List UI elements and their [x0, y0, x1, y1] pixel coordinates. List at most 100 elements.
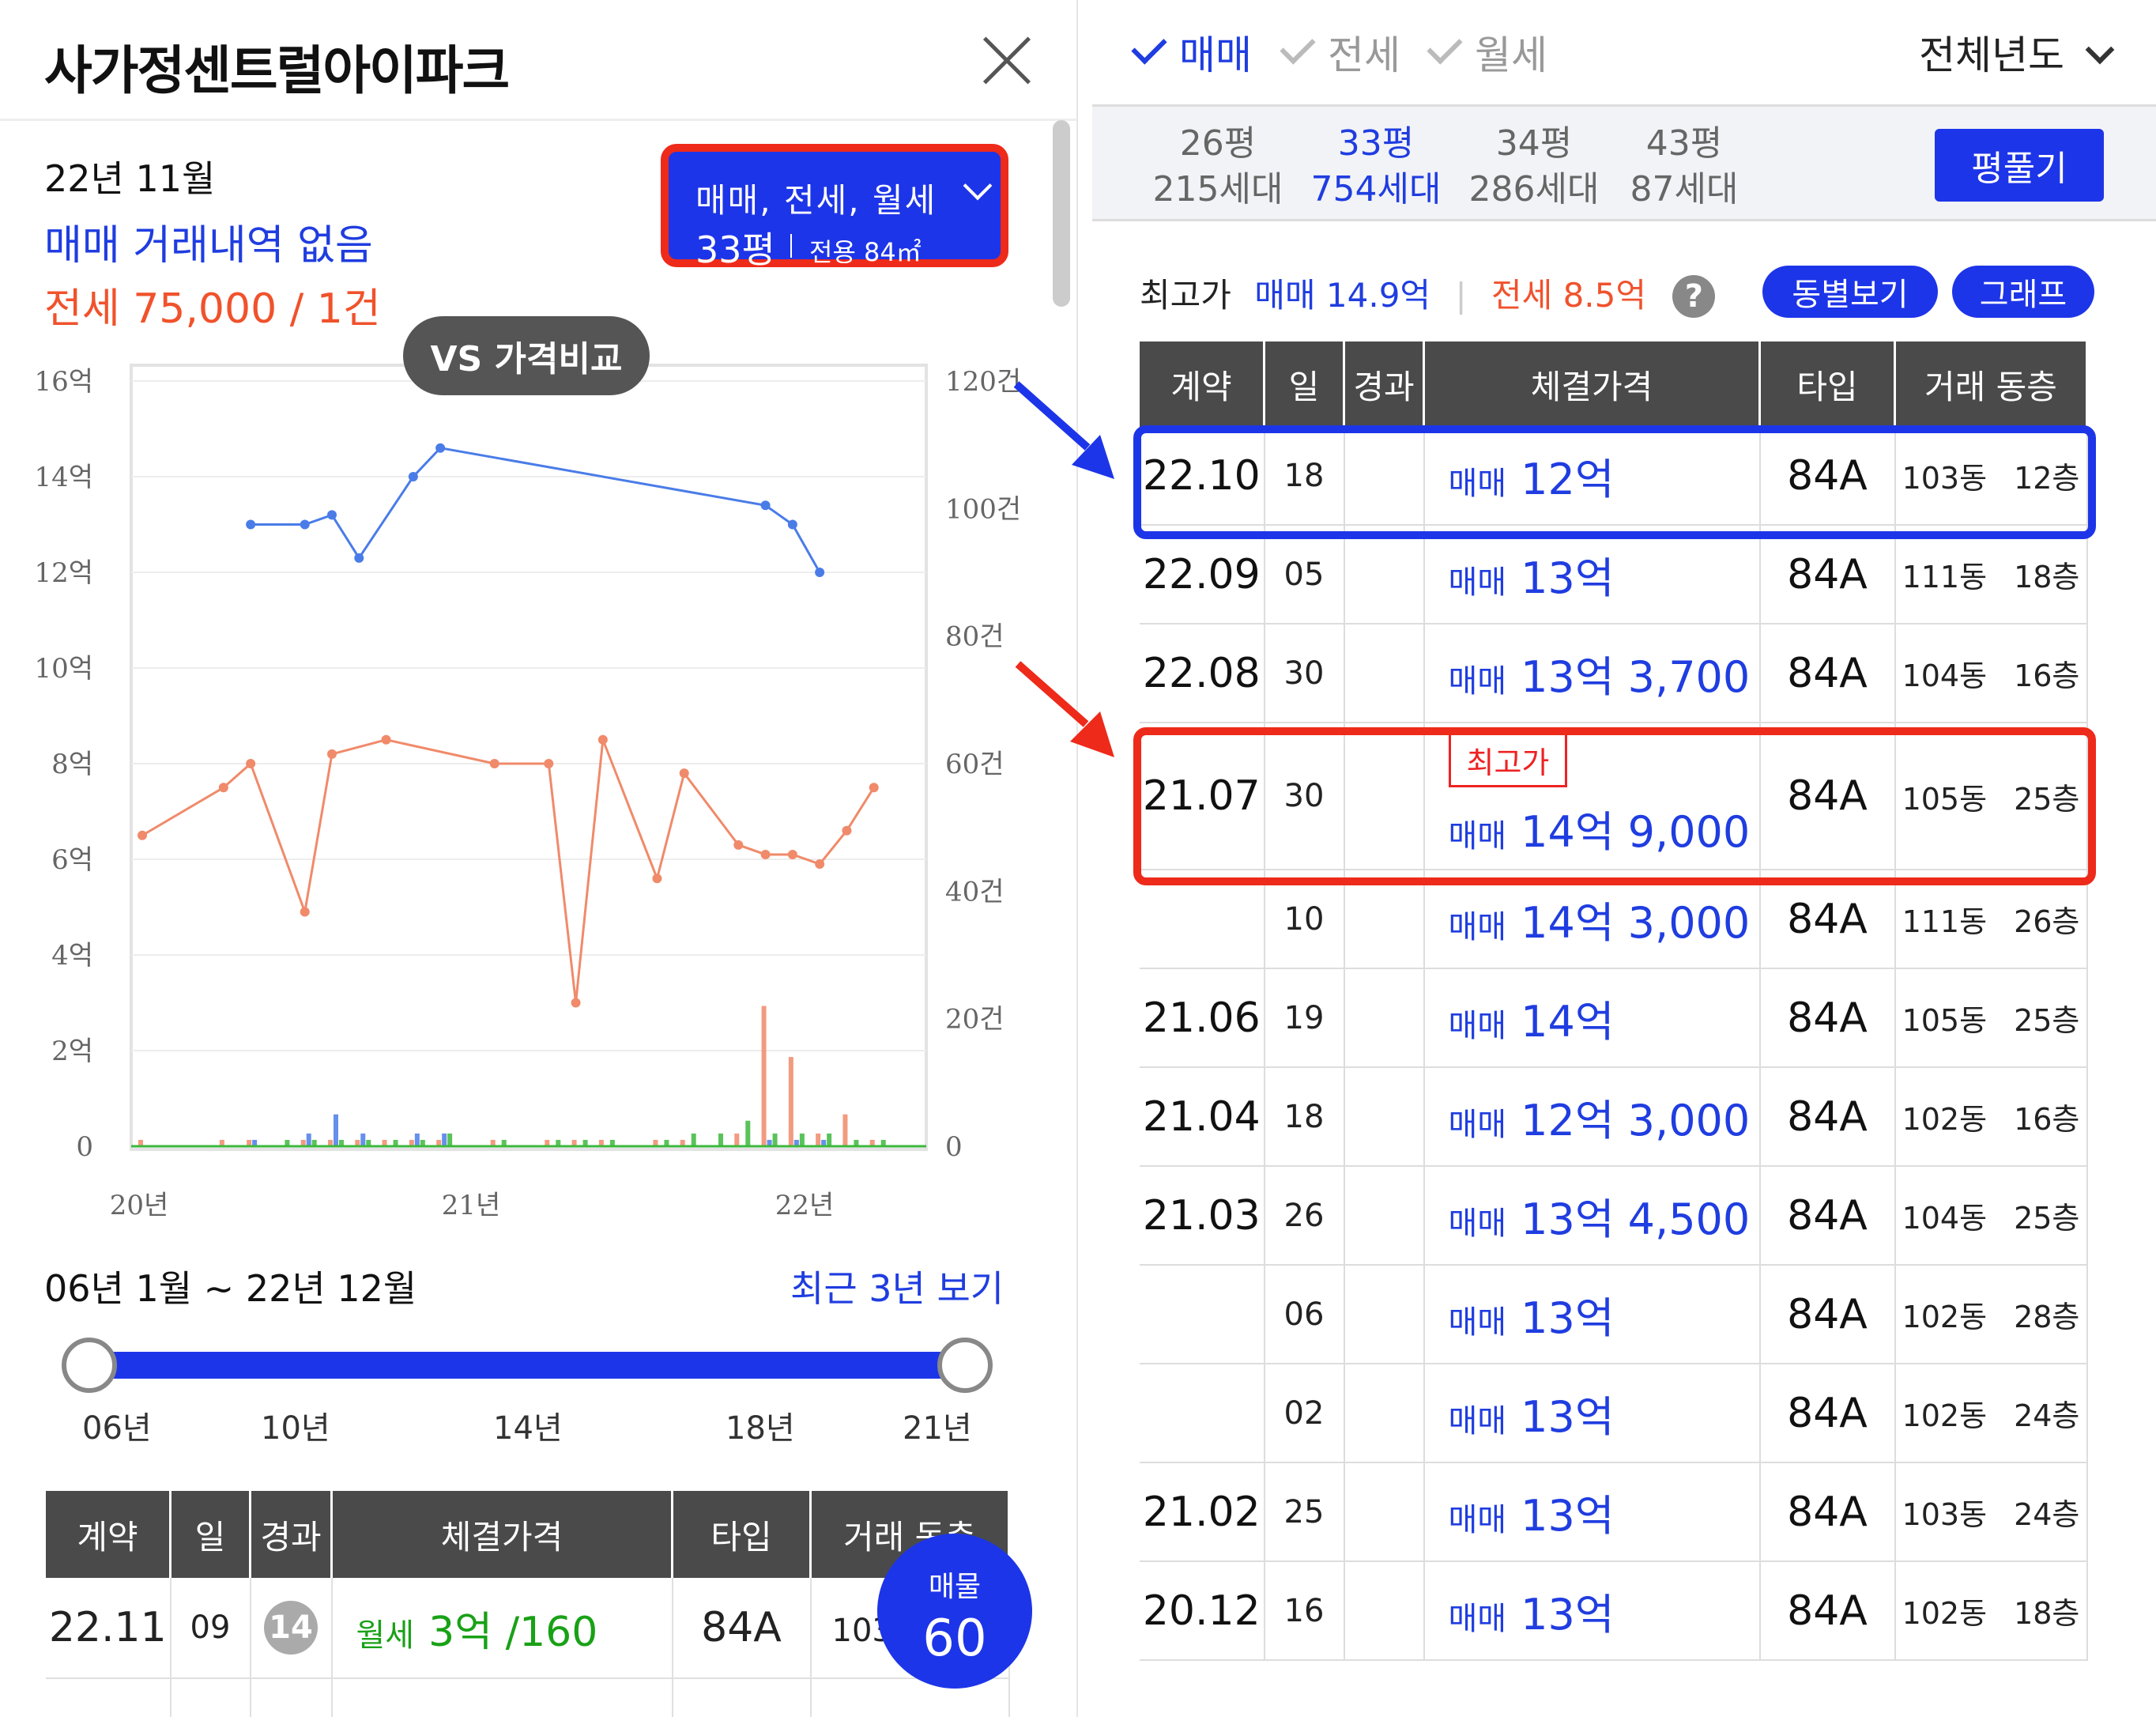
volume-bar: [328, 1139, 333, 1146]
row-ym: 22.10: [1140, 427, 1265, 526]
row-floor: 26층: [2014, 904, 2080, 939]
row-ym: [1140, 1265, 1265, 1364]
size-option-43[interactable]: 43평 87세대: [1601, 121, 1767, 213]
vs-compare-button[interactable]: VS 가격비교: [403, 316, 650, 395]
row-ym: [1140, 870, 1265, 969]
col-type: 타입: [1759, 342, 1896, 427]
listings-label: 매물: [928, 1571, 982, 1603]
chevron-down-icon: [2085, 35, 2115, 65]
series-point: [300, 907, 310, 917]
tab-sale[interactable]: 매매: [1131, 24, 1252, 81]
row-day: 05: [1264, 525, 1345, 625]
max-label: 최고가: [1140, 276, 1231, 315]
recent-3y-link[interactable]: 최근 3년 보기: [790, 1267, 1004, 1310]
row-dong-floor: 103동 24층: [1894, 1462, 2088, 1562]
series-point: [354, 553, 364, 563]
row-dong-floor: 102동 18층: [1894, 1561, 2088, 1661]
filter-dropdown[interactable]: 매매, 전세, 월세 33평 전용 84㎡: [661, 144, 1008, 271]
row-day: 25: [1264, 1462, 1345, 1562]
series-point: [597, 734, 608, 745]
row-elapsed: [1344, 870, 1425, 969]
row-price: 매매 14억 3,000: [1423, 870, 1761, 969]
y-right-tick: 60건: [945, 749, 1004, 780]
table-row[interactable]: 21.04 18 매매 12억 3,000 84A 102동 16층: [1140, 1067, 2088, 1167]
table-row[interactable]: 02 매매 13억 84A 102동 24층: [1140, 1364, 2088, 1463]
tab-monthly[interactable]: 월세: [1427, 24, 1547, 81]
range-slider-track[interactable]: [92, 1352, 966, 1379]
size-option-26[interactable]: 26평 215세대: [1135, 121, 1301, 213]
table-row[interactable]: 20.12 16 매매 13억 84A 102동 18층: [1140, 1561, 2088, 1661]
series-point: [246, 759, 256, 768]
row-dong-floor: 102동 24층: [1894, 1364, 2088, 1463]
row-day: 18: [1264, 1067, 1345, 1167]
range-slider-start-handle[interactable]: [62, 1338, 117, 1393]
row-price: 매매 12억: [1423, 427, 1761, 526]
col-dong-floor: 거래 동층: [1894, 342, 2088, 427]
volume-bar: [334, 1114, 338, 1146]
col-day: 일: [170, 1491, 251, 1578]
y-right-tick: 100건: [945, 493, 1021, 525]
table-row[interactable]: 22.10 18 매매 12억 84A 103동 12층: [1140, 427, 2088, 526]
volume-bar: [821, 1139, 827, 1146]
deal-kind: 매매: [1448, 818, 1507, 855]
col-elapsed: 경과: [250, 1491, 333, 1578]
volume-bar: [420, 1139, 425, 1146]
table-row[interactable]: 22.09 05 매매 13억 84A 111동 18층: [1140, 525, 2088, 625]
table-row[interactable]: 21.07 30 최고가 매매 14억 9,000 84A 105동 25층: [1140, 723, 2088, 870]
y-right-tick: 20건: [945, 1004, 1004, 1036]
row-type: 84A: [1759, 427, 1896, 526]
tab-jeonse[interactable]: 전세: [1280, 24, 1400, 81]
row-elapsed: [1344, 624, 1425, 723]
year-select[interactable]: 전체년도: [1919, 32, 2064, 78]
close-icon[interactable]: [980, 33, 1032, 85]
table-row[interactable]: 22.08 30 매매 13억 3,700 84A 104동 16층: [1140, 624, 2088, 723]
deal-price: 14억: [1521, 997, 1615, 1047]
dong-view-button[interactable]: 동별보기: [1762, 266, 1938, 318]
row-floor: 24층: [2014, 1497, 2080, 1532]
volume-bar: [311, 1139, 317, 1146]
y-left-tick: 8억: [51, 749, 93, 780]
y-left-tick: 0: [76, 1131, 93, 1163]
volume-bar: [718, 1133, 723, 1146]
y-right-tick: 0: [945, 1131, 963, 1163]
row-ym: 21.02: [1140, 1462, 1265, 1562]
table-row[interactable]: 10 매매 14억 3,000 84A 111동 26층: [1140, 870, 2088, 969]
table-row[interactable]: 21.06 19 매매 14억 84A 105동 25층: [1140, 968, 2088, 1068]
table-row[interactable]: 21.03 26 매매 13억 4,500 84A 104동 25층: [1140, 1166, 2088, 1266]
volume-bar: [393, 1139, 398, 1146]
series-point: [787, 519, 797, 530]
deal-kind: 매매: [1448, 1008, 1507, 1044]
row-day: 10: [1264, 870, 1345, 969]
graph-button[interactable]: 그래프: [1952, 266, 2094, 318]
size-option-34[interactable]: 34평 286세대: [1451, 121, 1617, 213]
scrollbar[interactable]: [1053, 120, 1070, 307]
row-ym: 21.03: [1140, 1166, 1265, 1266]
table-row[interactable]: 22.11 09 14 월세 3억 /160 84A 103동: [46, 1578, 1010, 1679]
series-point: [544, 759, 554, 768]
range-label: 06년 1월 ~ 22년 12월: [44, 1267, 417, 1310]
col-day: 일: [1264, 342, 1345, 427]
listings-button[interactable]: 매물 60: [877, 1534, 1032, 1689]
expand-pyeong-button[interactable]: 평풀기: [1935, 129, 2104, 202]
size-selector: 26평 215세대 33평 754세대 34평 286세대 43평 87세대 평풀기: [1092, 104, 2156, 221]
size-label: 26평: [1179, 123, 1257, 164]
row-ym: [1140, 1364, 1265, 1463]
series-point: [408, 472, 418, 481]
row-dong-floor: 103동 12층: [1894, 427, 2088, 526]
col-type: 타입: [672, 1491, 812, 1578]
volume-bar: [247, 1139, 252, 1146]
row-price: 매매 12억 3,000: [1423, 1067, 1761, 1167]
row-elapsed: 14: [250, 1578, 333, 1679]
size-option-33[interactable]: 33평 754세대: [1293, 121, 1459, 213]
table-row[interactable]: 06 매매 13억 84A 102동 28층: [1140, 1265, 2088, 1364]
row-day: 18: [1264, 427, 1345, 526]
series-point: [300, 519, 310, 530]
row-elapsed: [1344, 723, 1425, 870]
table-row[interactable]: 21.02 25 매매 13억 84A 103동 24층: [1140, 1462, 2088, 1562]
volume-bar: [799, 1133, 805, 1146]
x-tick: 22년: [775, 1190, 835, 1217]
row-price: 매매 13억: [1423, 525, 1761, 625]
help-icon[interactable]: ?: [1672, 275, 1716, 318]
volume-bar: [360, 1133, 366, 1146]
range-slider-end-handle[interactable]: [937, 1338, 993, 1393]
